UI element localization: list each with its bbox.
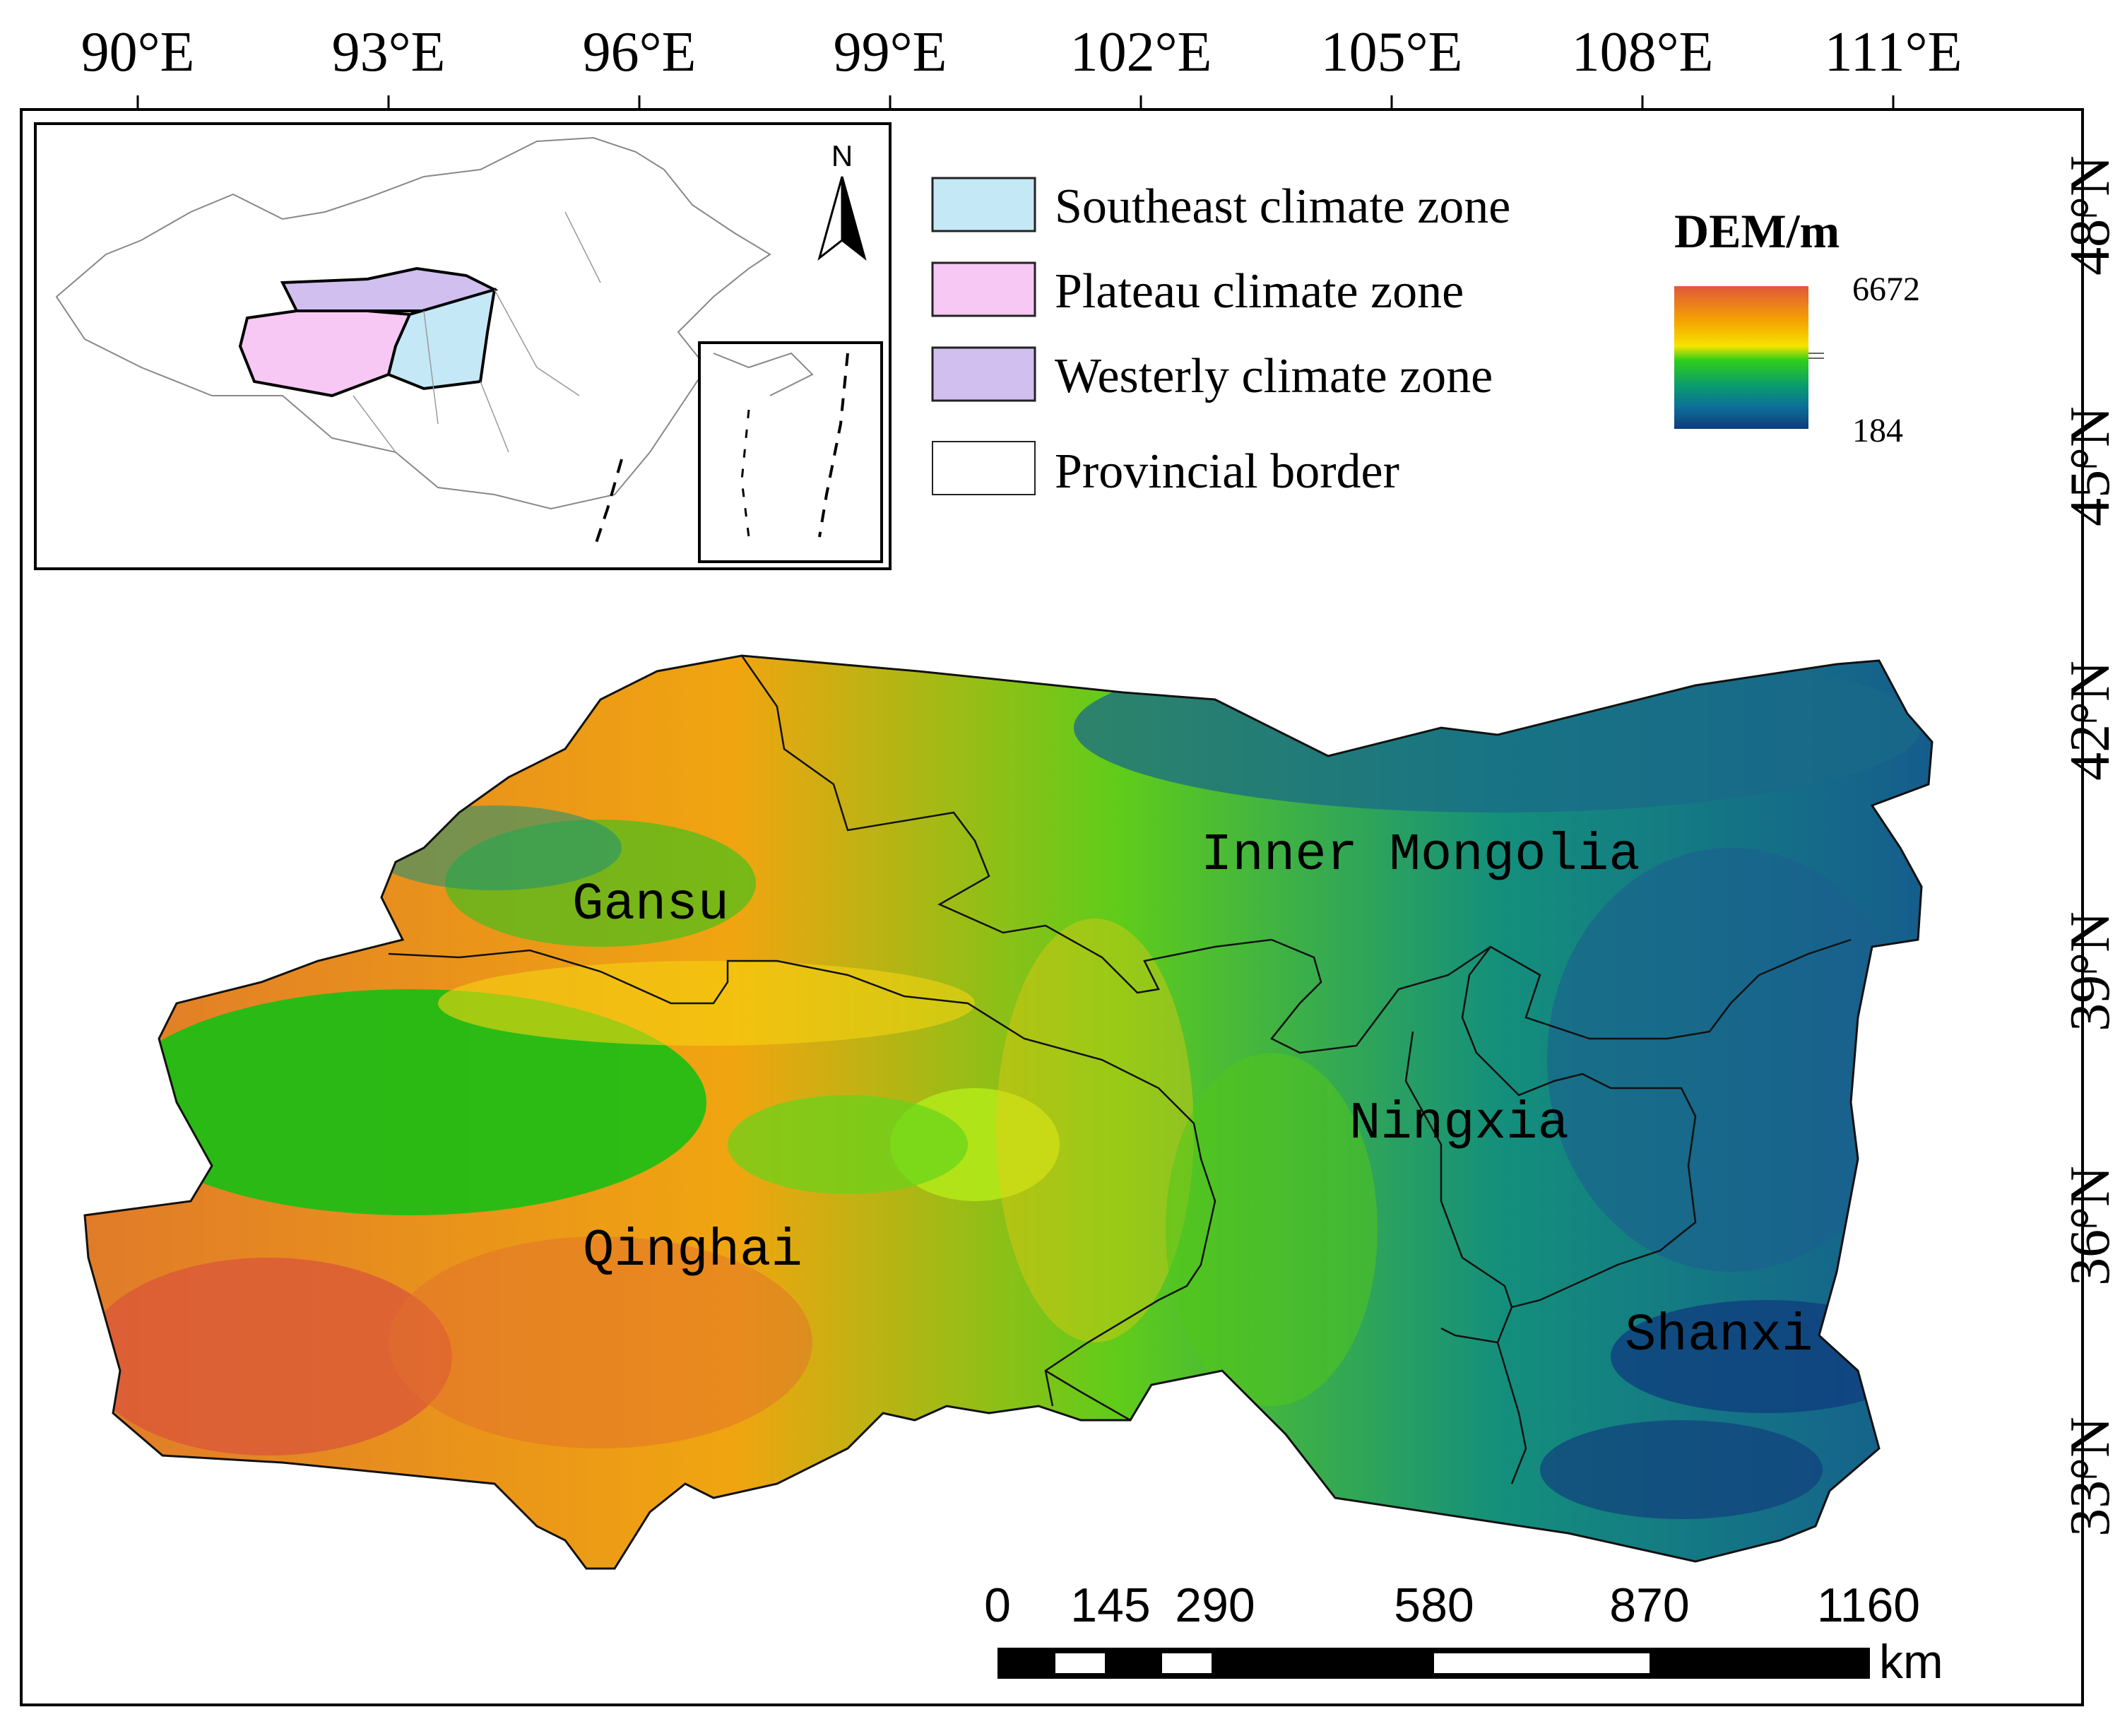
legend-swatch-border	[932, 441, 1036, 495]
scale-label: 870	[1609, 1578, 1689, 1632]
lon-tick-label: 96°E	[583, 21, 697, 83]
scale-label: 1160	[1817, 1578, 1920, 1632]
dem-raster	[85, 656, 1932, 1569]
lon-tick-label: 99°E	[834, 21, 947, 83]
lon-tick-label: 90°E	[81, 21, 195, 83]
lat-tick-label: 39°N	[2059, 911, 2120, 1032]
longitude-axis: 90°E 93°E 96°E 99°E 102°E 105°E 108°E 11…	[81, 21, 1962, 110]
legend-label: Plateau climate zone	[1055, 264, 1464, 319]
region-label-gansu: Gansu	[572, 875, 729, 935]
lon-tick-label: 111°E	[1825, 21, 1962, 83]
lat-tick-label: 42°N	[2059, 661, 2120, 781]
north-arrow-label: N	[831, 139, 853, 172]
lat-tick-label: 48°N	[2059, 155, 2120, 276]
lat-tick-label: 33°N	[2059, 1417, 2120, 1537]
dem-colorbar: DEM/m 6672 184	[1674, 204, 1920, 449]
legend-swatch-southeast	[931, 177, 1036, 232]
lon-tick-label: 108°E	[1572, 21, 1714, 83]
region-label-inner-mongolia: Inner Mongolia	[1201, 826, 1640, 885]
provincial-borders	[388, 655, 1852, 1484]
legend-label: Provincial border	[1055, 444, 1399, 499]
colorbar-title: DEM/m	[1674, 204, 1840, 258]
colorbar-max-label: 6672	[1852, 271, 1920, 308]
study-area-outline	[83, 654, 1934, 1570]
legend-label: Westerly climate zone	[1055, 349, 1493, 403]
lat-tick-label: 36°N	[2059, 1166, 2120, 1286]
legend-swatch-plateau	[931, 261, 1036, 317]
lon-tick-label: 105°E	[1321, 21, 1463, 83]
legend-swatch-westerly	[931, 346, 1036, 402]
china-inset-map: N	[34, 122, 892, 570]
colorbar-gradient	[1674, 286, 1808, 429]
legend-label: Southeast climate zone	[1055, 179, 1510, 234]
colorbar-min-label: 184	[1852, 412, 1903, 449]
lon-tick-label: 102°E	[1070, 21, 1212, 83]
scale-unit: km	[1879, 1635, 1943, 1689]
latitude-axis: 48°N 45°N 42°N 39°N 36°N 33°N	[2059, 155, 2120, 1537]
map-frame	[20, 108, 2084, 1706]
scale-label: 580	[1394, 1578, 1474, 1632]
region-label-ningxia: Ningxia	[1349, 1094, 1569, 1154]
scale-label: 0	[984, 1578, 1011, 1632]
scale-bar: 0 145 290 580 870 1160 km	[984, 1578, 1943, 1689]
lon-tick-label: 93°E	[332, 21, 446, 83]
scale-label: 145	[1070, 1578, 1150, 1632]
lat-tick-label: 45°N	[2059, 406, 2120, 526]
region-label-qinghai: Qinghai	[583, 1222, 803, 1281]
map-legend: Southeast climate zone Plateau climate z…	[931, 177, 1510, 499]
scale-label: 290	[1175, 1578, 1255, 1632]
region-label-shanxi: Shanxi	[1625, 1306, 1813, 1366]
